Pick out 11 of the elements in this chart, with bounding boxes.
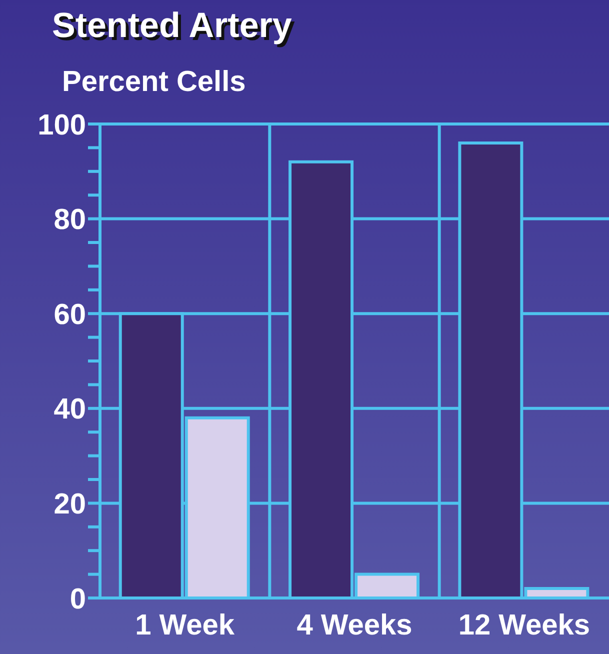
y-tick-label: 100: [38, 109, 86, 142]
y-tick-label: 0: [70, 583, 86, 616]
y-tick-label: 40: [54, 394, 86, 426]
y-tick-label: 60: [54, 298, 86, 331]
y-axis-title: Percent Cells: [62, 66, 246, 99]
y-tick-label: 80: [54, 204, 86, 236]
x-tick-label: 12 Weeks: [458, 610, 590, 642]
x-tick-label: 1 Week: [135, 610, 236, 642]
chart-title: Stented Artery: [52, 6, 292, 46]
x-tick-label: 4 Weeks: [296, 610, 412, 642]
y-tick-label: 20: [54, 488, 86, 520]
